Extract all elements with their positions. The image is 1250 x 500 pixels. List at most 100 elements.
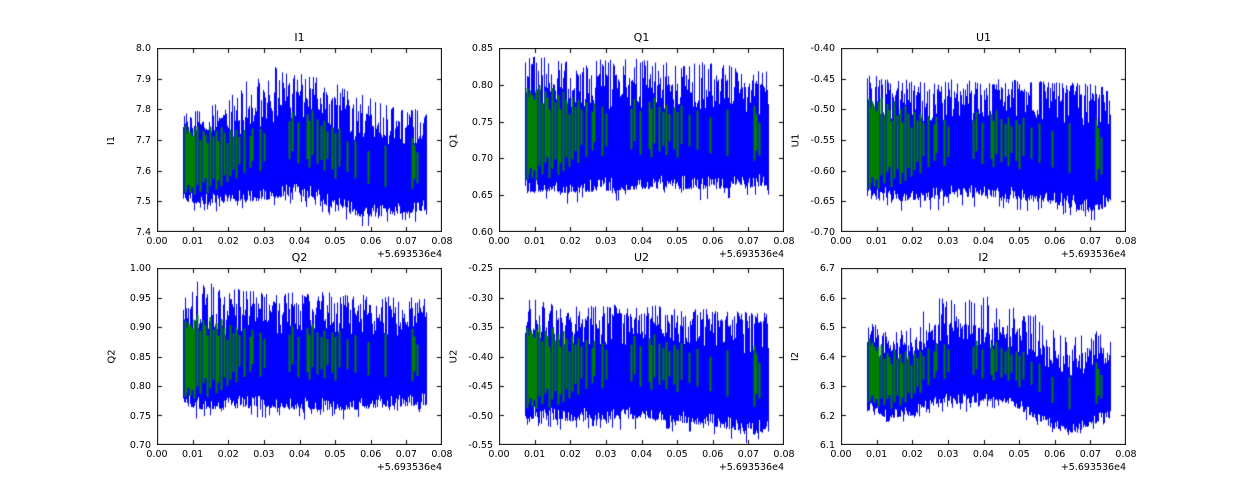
x-tick-label: 0.04	[630, 236, 653, 247]
plot-area-u2	[499, 268, 784, 445]
x-tick-label: 0.06	[1044, 236, 1066, 247]
x-tick-label: 0.08	[431, 236, 453, 247]
y-tick-label: -0.55	[468, 440, 493, 451]
x-tick-label: 0.00	[488, 236, 510, 247]
x-tick-label: 0.00	[830, 236, 852, 247]
x-tick-label: 0.08	[773, 236, 795, 247]
y-tick-label: 0.85	[129, 351, 151, 363]
y-tick-label: 0.80	[129, 381, 151, 392]
y-tick-label: -0.35	[468, 322, 493, 333]
x-tick-label: 0.04	[972, 449, 995, 460]
plot-area-q2	[157, 268, 442, 445]
x-tick-label: 0.06	[360, 449, 382, 460]
y-tick-label: 7.5	[135, 196, 151, 208]
x-tick-label: 0.05	[324, 449, 346, 460]
plot-area-i1	[157, 48, 442, 232]
y-tick-label: 0.60	[471, 227, 493, 238]
x-tick-label: 0.07	[395, 236, 417, 247]
y-tick-label: 7.8	[135, 104, 151, 116]
y-tick-label: -0.70	[810, 227, 835, 238]
y-tick-label: 6.1	[819, 440, 835, 451]
y-tick-label: 0.75	[471, 116, 493, 128]
x-tick-label: 0.01	[866, 236, 888, 247]
x-axis-offset-label-i1: +5.693536e4	[376, 249, 442, 260]
x-tick-label: 0.01	[866, 449, 888, 460]
y-tick-label: 0.70	[471, 153, 493, 165]
plot-area-q1	[499, 48, 784, 232]
y-tick-label: 6.3	[819, 381, 835, 392]
x-tick-label: 0.06	[702, 236, 724, 247]
y-tick-label: 0.65	[471, 190, 493, 202]
x-tick-label: 0.08	[1115, 449, 1137, 460]
x-axis-offset-label-u1: +5.693536e4	[1060, 249, 1126, 260]
plot-area-u1	[841, 48, 1126, 232]
y-tick-label: -0.50	[810, 104, 835, 116]
x-tick-label: 0.02	[217, 236, 239, 247]
x-tick-label: 0.03	[937, 236, 959, 247]
y-tick-label: -0.40	[810, 43, 835, 54]
x-tick-label: 0.02	[901, 236, 923, 247]
y-tick-label: -0.55	[810, 135, 835, 146]
y-axis-label-q1: Q1	[448, 132, 460, 148]
subplot-title-u1: U1	[975, 31, 992, 44]
y-tick-label: 6.2	[819, 410, 835, 422]
x-tick-label: 0.08	[431, 449, 453, 460]
x-tick-label: 0.01	[524, 236, 546, 247]
x-tick-label: 0.08	[1115, 236, 1137, 247]
x-axis-offset-label-i2: +5.693536e4	[1060, 462, 1126, 473]
y-tick-label: 6.7	[819, 263, 835, 274]
y-tick-label: -0.45	[468, 381, 493, 392]
x-tick-label: 0.07	[1079, 236, 1101, 247]
y-tick-label: 0.95	[129, 292, 151, 304]
x-tick-label: 0.07	[737, 449, 759, 460]
y-tick-label: -0.45	[810, 73, 835, 85]
y-tick-label: -0.40	[468, 351, 493, 363]
x-tick-label: 0.05	[666, 236, 688, 247]
x-tick-label: 0.05	[324, 236, 346, 247]
y-tick-label: -0.60	[810, 165, 835, 177]
x-tick-label: 0.03	[253, 449, 275, 460]
x-tick-label: 0.03	[595, 449, 617, 460]
subplot-title-u2: U2	[633, 251, 650, 264]
y-tick-label: 0.70	[129, 440, 151, 451]
subplot-title-i2: I2	[978, 251, 989, 264]
x-tick-label: 0.00	[146, 236, 168, 247]
y-tick-label: 7.6	[135, 165, 151, 177]
x-tick-label: 0.01	[182, 449, 204, 460]
x-tick-label: 0.05	[1008, 236, 1030, 247]
x-tick-label: 0.03	[595, 236, 617, 247]
y-tick-label: 0.90	[129, 322, 151, 333]
x-tick-label: 0.00	[146, 449, 168, 460]
x-tick-label: 0.07	[395, 449, 417, 460]
y-tick-label: 0.75	[129, 410, 151, 422]
y-tick-label: 0.80	[471, 79, 493, 91]
x-axis-offset-label-q1: +5.693536e4	[718, 249, 784, 260]
y-tick-label: 6.6	[819, 292, 835, 304]
x-axis-offset-label-u2: +5.693536e4	[718, 462, 784, 473]
subplot-title-q1: Q1	[633, 31, 650, 44]
y-tick-label: -0.65	[810, 196, 835, 208]
x-tick-label: 0.00	[830, 449, 852, 460]
y-tick-label: 6.4	[819, 351, 835, 363]
x-tick-label: 0.06	[1044, 449, 1066, 460]
y-tick-label: 0.85	[471, 43, 493, 54]
y-tick-label: -0.50	[468, 410, 493, 422]
x-axis-offset-label-q2: +5.693536e4	[376, 462, 442, 473]
x-tick-label: 0.04	[972, 236, 995, 247]
x-tick-label: 0.00	[488, 449, 510, 460]
x-tick-label: 0.04	[288, 449, 311, 460]
x-tick-label: 0.06	[702, 449, 724, 460]
x-tick-label: 0.01	[524, 449, 546, 460]
x-tick-label: 0.08	[773, 449, 795, 460]
x-tick-label: 0.02	[559, 236, 581, 247]
x-tick-label: 0.02	[559, 449, 581, 460]
y-tick-label: 7.9	[135, 73, 151, 85]
x-tick-label: 0.03	[253, 236, 275, 247]
x-tick-label: 0.05	[666, 449, 688, 460]
y-tick-label: 1.00	[129, 263, 151, 274]
y-tick-label: 6.5	[819, 322, 835, 333]
x-tick-label: 0.04	[630, 449, 653, 460]
y-tick-label: 7.4	[135, 227, 151, 238]
y-tick-label: -0.30	[468, 292, 493, 304]
